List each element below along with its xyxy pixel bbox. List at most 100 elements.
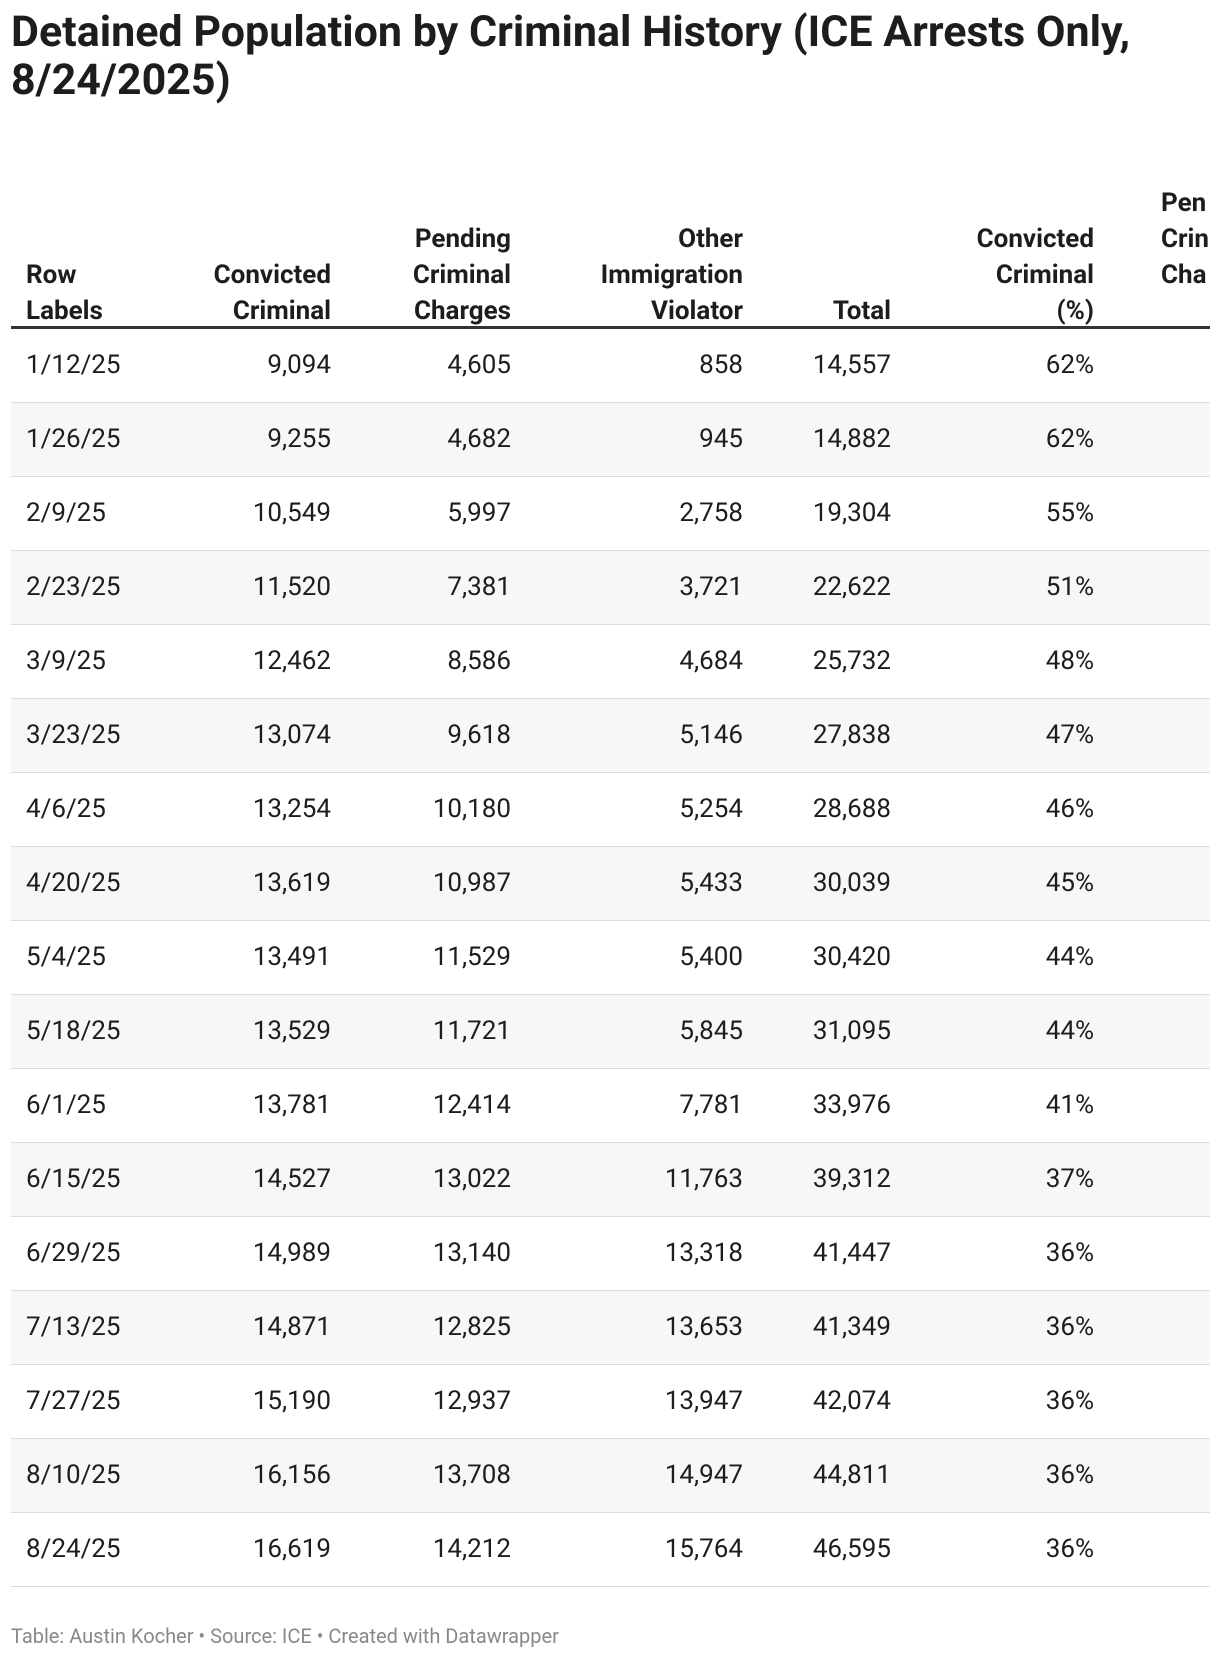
table-cell: 44%	[1045, 942, 1094, 972]
table-cell: 13,074	[252, 720, 331, 750]
table-row: 3/23/25 13,074 9,618 5,146 27,838 47%	[11, 699, 1210, 773]
row-label: 8/24/25	[26, 1534, 121, 1564]
table-cell: 13,022	[432, 1164, 511, 1194]
table-cell: 13,529	[252, 1016, 331, 1046]
table-cell: 4,605	[447, 350, 511, 380]
table-cell: 55%	[1045, 498, 1094, 528]
header-line: Cha	[1161, 260, 1207, 290]
table-cell: 36%	[1045, 1534, 1094, 1564]
table-cell: 13,619	[252, 868, 331, 898]
column-header: Convicted Criminal (%)	[977, 221, 1094, 329]
table-cell: 10,987	[432, 868, 511, 898]
table-cell: 41%	[1045, 1090, 1094, 1120]
row-label: 7/13/25	[26, 1312, 121, 1342]
row-label: 8/10/25	[26, 1460, 121, 1490]
table-cell: 14,989	[252, 1238, 331, 1268]
header-line: Other	[678, 224, 743, 254]
table-row: 1/26/25 9,255 4,682 945 14,882 62%	[11, 403, 1210, 477]
table-cell: 44%	[1045, 1016, 1094, 1046]
table-row: 8/24/25 16,619 14,212 15,764 46,595 36%	[11, 1513, 1210, 1587]
table-cell: 14,947	[664, 1460, 743, 1490]
table-cell: 30,420	[812, 942, 891, 972]
header-line: Immigration	[600, 260, 743, 290]
row-label: 6/29/25	[26, 1238, 121, 1268]
table-cell: 28,688	[812, 794, 891, 824]
table-row: 4/6/25 13,254 10,180 5,254 28,688 46%	[11, 773, 1210, 847]
table-cell: 9,094	[267, 350, 331, 380]
table-cell: 14,527	[252, 1164, 331, 1194]
row-label: 6/15/25	[26, 1164, 121, 1194]
table-cell: 12,937	[432, 1386, 511, 1416]
header-line: Criminal	[995, 260, 1094, 290]
table-cell: 8,586	[447, 646, 511, 676]
table-cell: 62%	[1045, 424, 1094, 454]
table-cell: 13,254	[252, 794, 331, 824]
table-cell: 45%	[1045, 868, 1094, 898]
row-label: 3/9/25	[26, 646, 106, 676]
row-label: 1/12/25	[26, 350, 121, 380]
column-header: Pen Crin Cha	[1161, 185, 1209, 329]
table-cell: 14,557	[812, 350, 891, 380]
table-cell: 27,838	[812, 720, 891, 750]
table-cell: 39,312	[812, 1164, 891, 1194]
table-cell: 858	[699, 350, 743, 380]
column-header: Total	[833, 293, 891, 329]
column-header: Pending Criminal Charges	[413, 221, 511, 329]
table-cell: 4,684	[679, 646, 743, 676]
table-cell: 25,732	[812, 646, 891, 676]
table-cell: 5,997	[447, 498, 511, 528]
table-cell: 42,074	[812, 1386, 891, 1416]
table-cell: 4,682	[447, 424, 511, 454]
table-cell: 46,595	[812, 1534, 891, 1564]
table-title: Detained Population by Criminal History …	[11, 7, 1131, 105]
row-label: 5/18/25	[26, 1016, 121, 1046]
table-cell: 44,811	[812, 1460, 891, 1490]
footer: Table: Austin Kocher • Source: ICE • Cre…	[11, 1624, 559, 1648]
table-cell: 12,414	[432, 1090, 511, 1120]
row-label: 7/27/25	[26, 1386, 121, 1416]
table-cell: 36%	[1045, 1386, 1094, 1416]
table-cell: 11,721	[432, 1016, 511, 1046]
table-cell: 22,622	[812, 572, 891, 602]
table-cell: 5,845	[679, 1016, 743, 1046]
header-line: Charges	[413, 296, 511, 326]
table-cell: 30,039	[812, 868, 891, 898]
table-cell: 7,381	[447, 572, 511, 602]
table-cell: 62%	[1045, 350, 1094, 380]
table-cell: 10,549	[252, 498, 331, 528]
table-cell: 41,349	[812, 1312, 891, 1342]
table-cell: 33,976	[812, 1090, 891, 1120]
header-line: Pen	[1161, 188, 1207, 218]
table-row: 2/9/25 10,549 5,997 2,758 19,304 55%	[11, 477, 1210, 551]
table-row: 8/10/25 16,156 13,708 14,947 44,811 36%	[11, 1439, 1210, 1513]
table-cell: 19,304	[812, 498, 891, 528]
table-row: 1/12/25 9,094 4,605 858 14,557 62%	[11, 329, 1210, 403]
table-row: 6/1/25 13,781 12,414 7,781 33,976 41%	[11, 1069, 1210, 1143]
table-cell: 5,400	[679, 942, 743, 972]
table-cell: 41,447	[812, 1238, 891, 1268]
column-header: Convicted Criminal	[214, 257, 331, 329]
header-line: Labels	[26, 296, 103, 326]
table-cell: 13,947	[664, 1386, 743, 1416]
table-cell: 11,520	[252, 572, 331, 602]
table-cell: 13,781	[252, 1090, 331, 1120]
header-line: Total	[832, 296, 891, 326]
row-label: 2/9/25	[26, 498, 106, 528]
table-cell: 14,871	[252, 1312, 331, 1342]
table-cell: 7,781	[679, 1090, 743, 1120]
table-cell: 13,491	[252, 942, 331, 972]
header-rule	[11, 326, 1210, 329]
table-row: 3/9/25 12,462 8,586 4,684 25,732 48%	[11, 625, 1210, 699]
table-cell: 16,156	[252, 1460, 331, 1490]
table-cell: 37%	[1045, 1164, 1094, 1194]
column-header: Other Immigration Violator	[601, 221, 743, 329]
table-row: 5/4/25 13,491 11,529 5,400 30,420 44%	[11, 921, 1210, 995]
header-line: Criminal	[232, 296, 331, 326]
row-label: 2/23/25	[26, 572, 121, 602]
table-cell: 15,190	[252, 1386, 331, 1416]
table-cell: 11,529	[432, 942, 511, 972]
table-cell: 5,146	[679, 720, 743, 750]
table-cell: 51%	[1045, 572, 1094, 602]
table-cell: 13,140	[432, 1238, 511, 1268]
table-cell: 11,763	[664, 1164, 743, 1194]
